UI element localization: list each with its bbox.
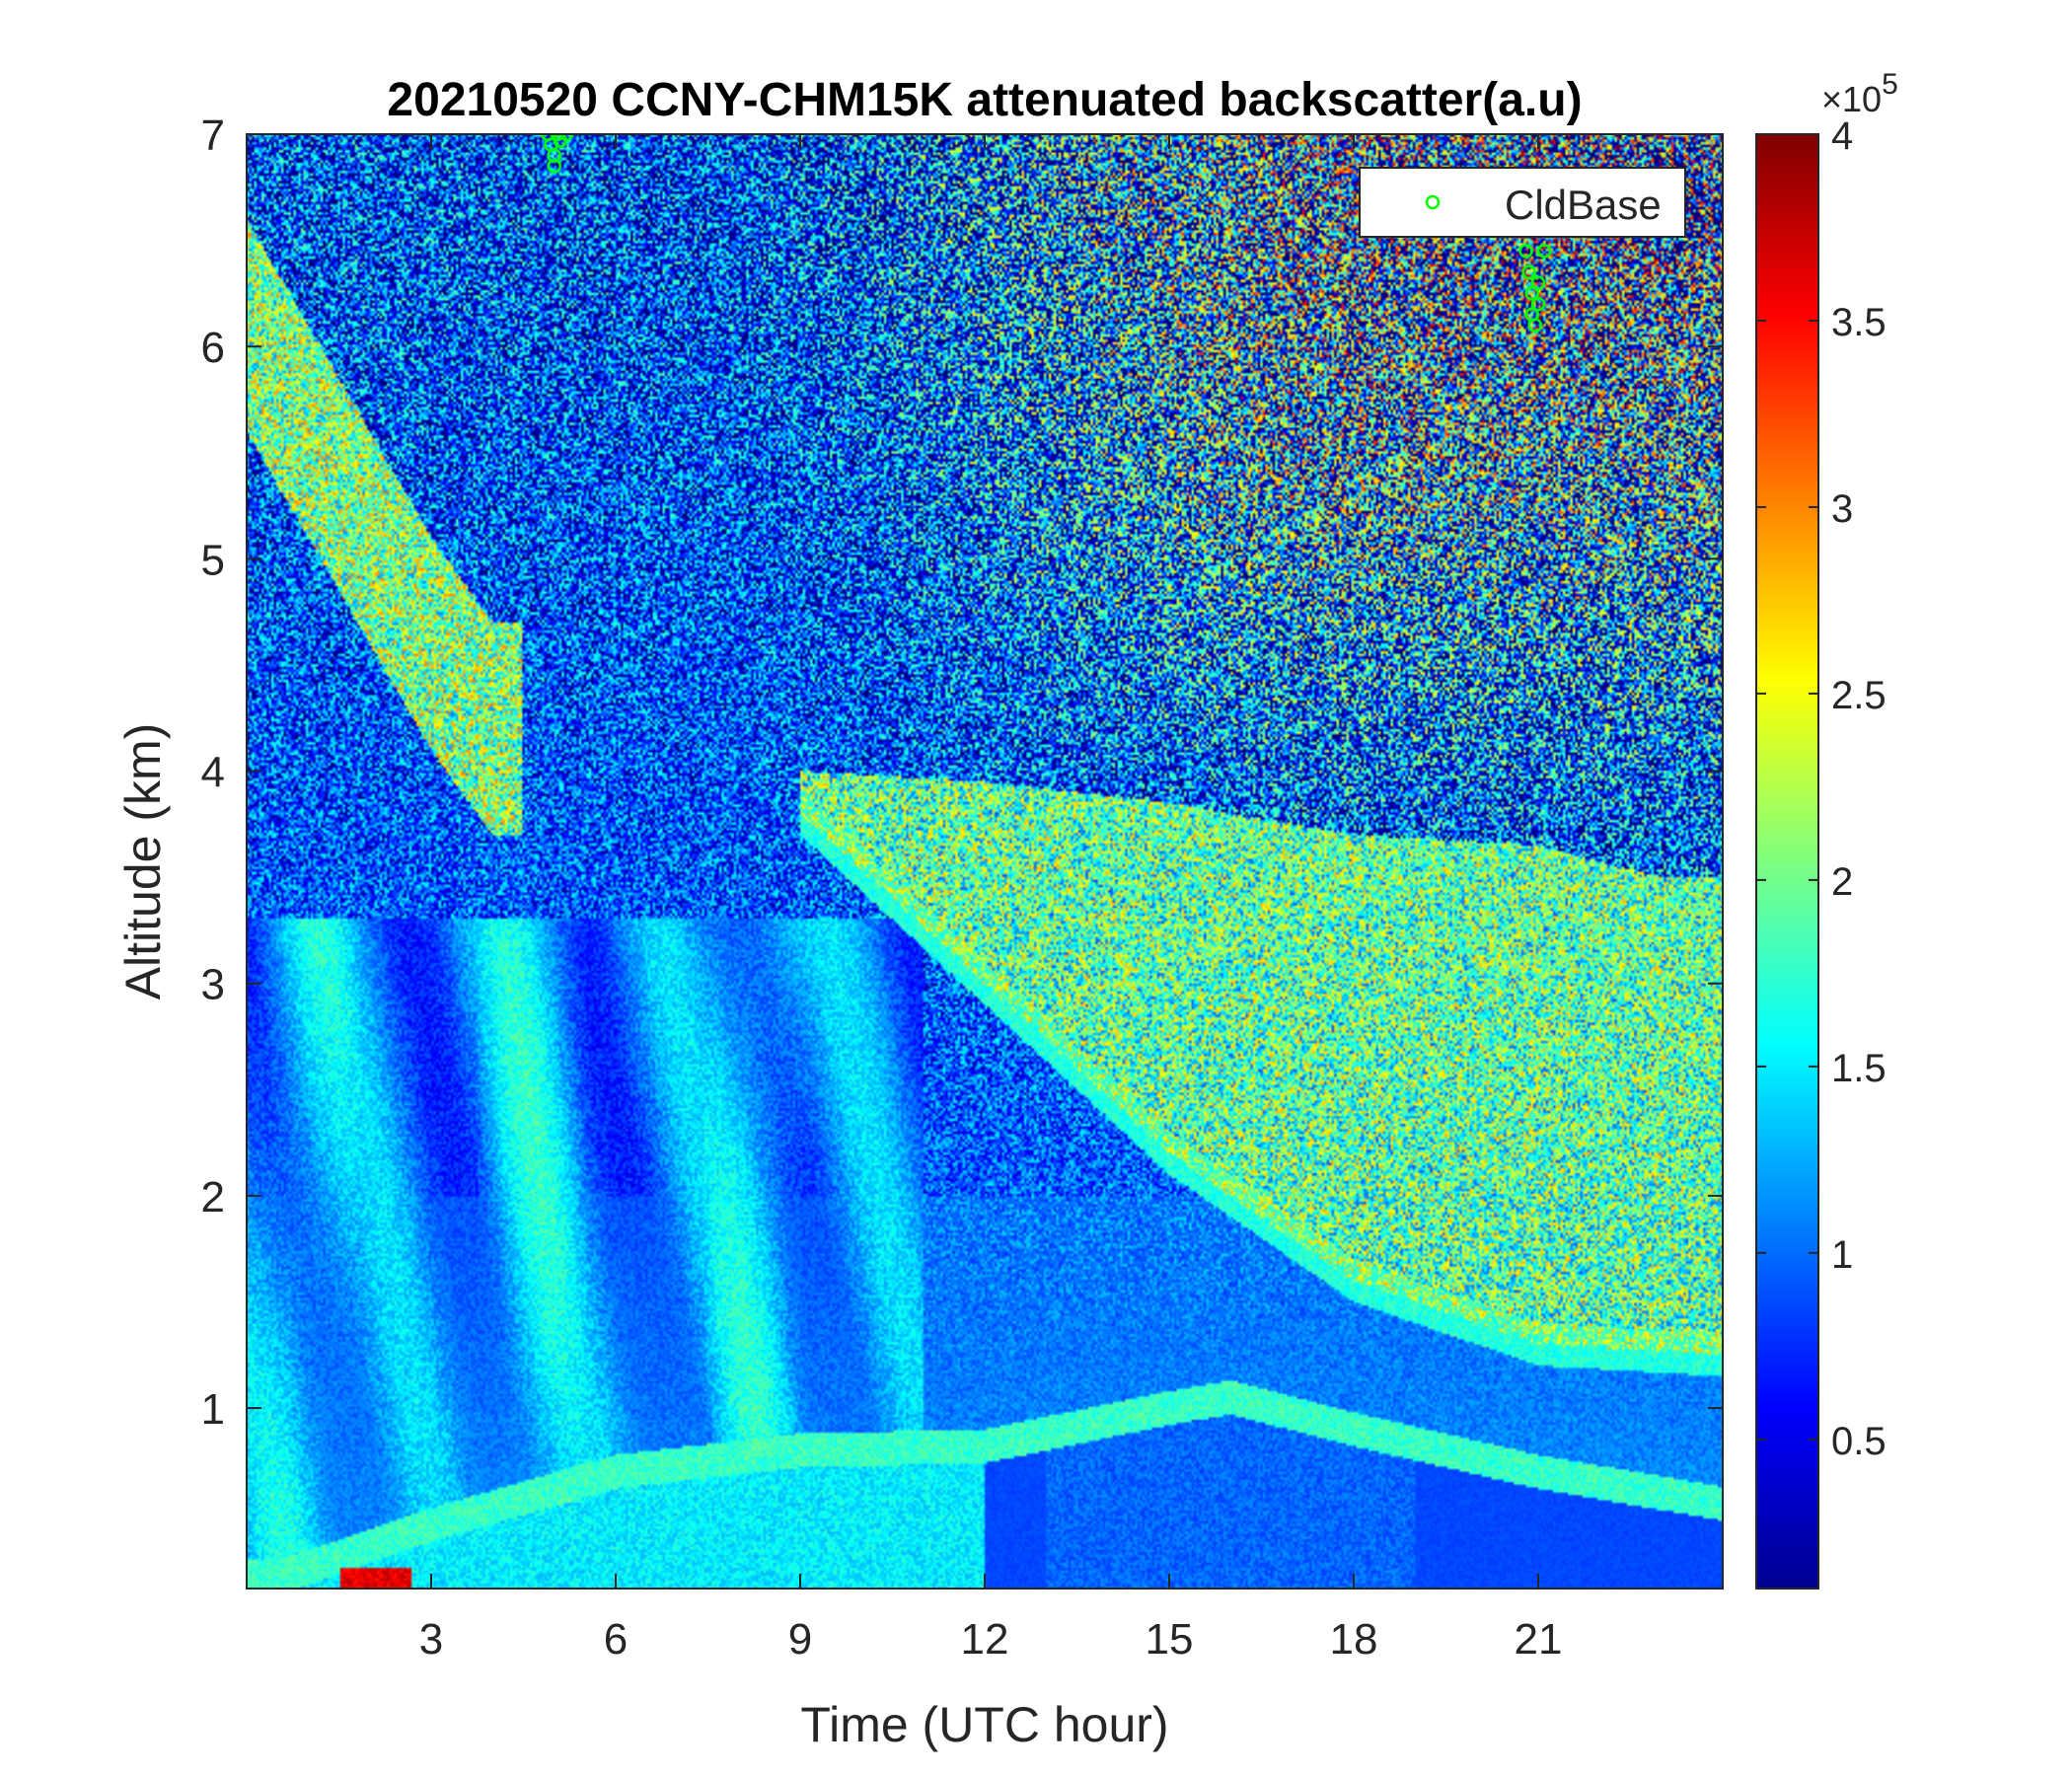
x-tick-label: 9 bbox=[788, 1615, 812, 1664]
chart-title: 20210520 CCNY-CHM15K attenuated backscat… bbox=[387, 74, 1582, 126]
colorbar-tick-label: 4 bbox=[1831, 114, 1853, 158]
y-tick-label: 5 bbox=[201, 536, 225, 584]
colorbar-tick-label: 2.5 bbox=[1831, 674, 1887, 717]
cldbase-point bbox=[1527, 318, 1543, 333]
colorbar-tick-label: 3.5 bbox=[1831, 301, 1887, 344]
x-tick-label: 12 bbox=[961, 1615, 1009, 1664]
colorbar: 0.5 1 1.5 2 2.5 3 3.5 4 ×105 bbox=[1755, 68, 1898, 1590]
y-axis-label: Altitude (km) bbox=[115, 723, 171, 1000]
x-axis-label: Time (UTC hour) bbox=[800, 1697, 1168, 1752]
cldbase-point bbox=[1530, 275, 1546, 290]
colorbar-tick-label: 0.5 bbox=[1831, 1420, 1887, 1463]
y-tick-label: 2 bbox=[201, 1173, 225, 1221]
x-tick-label: 15 bbox=[1146, 1615, 1194, 1664]
cldbase-point bbox=[558, 134, 574, 142]
cldbase-point bbox=[1518, 244, 1533, 259]
legend: CldBase bbox=[1359, 167, 1686, 238]
y-tick-label: 7 bbox=[201, 111, 225, 160]
heatmap-plot-area bbox=[247, 134, 1723, 1589]
cldbase-point bbox=[1521, 264, 1536, 280]
colorbar-tick-label: 3 bbox=[1831, 487, 1853, 531]
y-tick-label: 1 bbox=[201, 1385, 225, 1434]
colorbar-tick-label: 1.5 bbox=[1831, 1047, 1887, 1090]
colorbar-multiplier: ×105 bbox=[1821, 68, 1898, 119]
legend-marker-cldbase bbox=[1425, 194, 1441, 210]
cldbase-point bbox=[550, 134, 565, 142]
legend-box bbox=[1359, 167, 1686, 238]
colorbar-tick-label: 2 bbox=[1831, 860, 1853, 904]
cldbase-point bbox=[1530, 296, 1546, 312]
colorbar-tick-label: 1 bbox=[1831, 1233, 1853, 1277]
cldbase-point bbox=[1524, 286, 1540, 301]
y-axis: 1 2 3 4 5 6 7 bbox=[201, 111, 1723, 1434]
cloud-base-markers bbox=[541, 134, 1552, 333]
colorbar-gradient bbox=[1755, 133, 1819, 1590]
y-tick-label: 4 bbox=[201, 749, 225, 797]
y-tick-label: 6 bbox=[201, 324, 225, 372]
x-tick-label: 18 bbox=[1330, 1615, 1378, 1664]
x-tick-label: 3 bbox=[419, 1615, 443, 1664]
y-tick-label: 3 bbox=[201, 961, 225, 1009]
cldbase-point bbox=[1536, 244, 1552, 259]
backscatter-heatmap bbox=[247, 134, 1723, 1589]
cldbase-point bbox=[547, 159, 561, 174]
legend-label-cldbase: CldBase bbox=[1505, 182, 1662, 228]
x-axis: 3 6 9 12 15 18 21 bbox=[419, 134, 1563, 1664]
colorbar-ticks: 0.5 1 1.5 2 2.5 3 3.5 4 bbox=[1756, 114, 1887, 1463]
x-tick-label: 6 bbox=[604, 1615, 628, 1664]
x-tick-label: 21 bbox=[1515, 1615, 1563, 1664]
